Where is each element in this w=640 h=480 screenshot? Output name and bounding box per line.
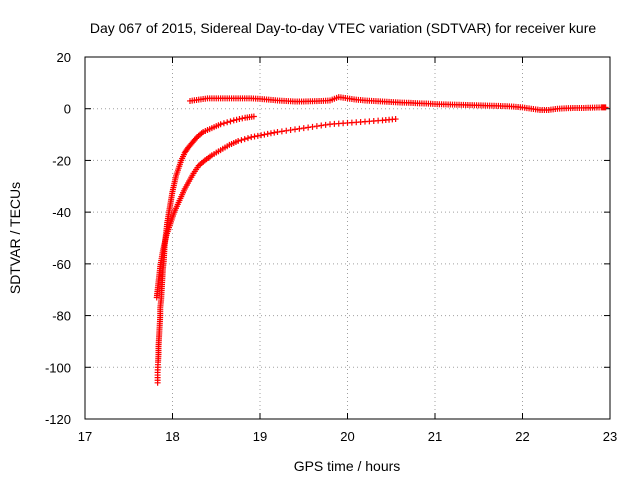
data-point	[296, 125, 303, 132]
y-tick-label: 0	[64, 102, 71, 117]
x-tick-label: 22	[515, 429, 529, 444]
y-tick-label: -100	[45, 360, 71, 375]
series-arc-2	[153, 116, 399, 301]
grid-layer	[85, 57, 610, 419]
data-point	[233, 116, 240, 123]
data-point	[274, 128, 281, 135]
points-layer	[153, 94, 609, 386]
y-tick-label: -80	[52, 309, 71, 324]
data-point	[251, 133, 258, 140]
x-tick-label: 19	[253, 429, 267, 444]
x-tick-label: 18	[165, 429, 179, 444]
data-point	[261, 131, 268, 138]
data-point	[322, 121, 329, 128]
data-point	[258, 132, 265, 139]
x-axis-label: GPS time / hours	[294, 458, 401, 474]
data-point	[287, 127, 294, 134]
data-point	[236, 116, 243, 123]
chart-title: Day 067 of 2015, Sidereal Day-to-day VTE…	[90, 20, 596, 36]
data-point	[220, 120, 227, 127]
data-point	[309, 123, 316, 130]
data-point	[292, 126, 298, 133]
data-point	[313, 123, 320, 130]
y-tick-label: -40	[52, 205, 71, 220]
data-point	[239, 115, 246, 122]
y-tick-label: 20	[57, 50, 71, 65]
data-point	[238, 137, 245, 144]
data-point	[318, 122, 325, 129]
data-point	[230, 117, 237, 124]
data-point	[235, 138, 242, 145]
data-point	[224, 119, 231, 126]
data-point	[300, 125, 307, 132]
data-point	[227, 118, 234, 125]
data-point	[305, 124, 312, 131]
data-point	[267, 130, 274, 137]
data-point	[278, 128, 285, 135]
data-point	[244, 135, 251, 142]
data-point	[248, 134, 255, 141]
y-tick-label: -120	[45, 412, 71, 427]
data-point	[271, 129, 278, 136]
tick-layer: 17 18 19 20 21 22 23 -120 -100 -80 -60 -40 -20 0 20	[45, 50, 617, 444]
data-point	[602, 104, 609, 111]
series-arc-1	[154, 113, 257, 386]
series-arc-3	[187, 94, 609, 114]
data-point	[241, 136, 248, 143]
x-tick-label: 17	[78, 429, 92, 444]
x-tick-label: 20	[340, 429, 354, 444]
plot-frame	[84, 56, 611, 420]
data-point	[254, 132, 261, 139]
data-point	[217, 121, 224, 128]
y-axis-label: SDTVAR / TECUs	[7, 182, 23, 294]
x-tick-label: 21	[428, 429, 442, 444]
y-tick-label: -60	[52, 257, 71, 272]
y-tick-label: -20	[52, 153, 71, 168]
x-tick-label: 23	[603, 429, 617, 444]
data-point	[283, 127, 290, 134]
data-point	[264, 130, 271, 137]
data-point	[250, 113, 257, 120]
data-point	[392, 116, 399, 123]
